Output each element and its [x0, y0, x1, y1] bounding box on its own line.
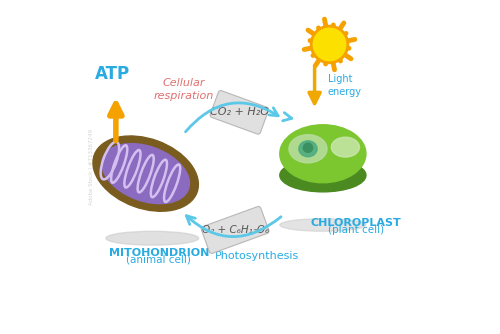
- Ellipse shape: [299, 141, 317, 157]
- Ellipse shape: [289, 135, 327, 163]
- FancyBboxPatch shape: [201, 206, 269, 254]
- Text: Photosynthesis: Photosynthesis: [214, 252, 298, 262]
- Ellipse shape: [332, 137, 359, 157]
- Text: Light
energy: Light energy: [328, 74, 362, 98]
- Text: (animal cell): (animal cell): [126, 255, 192, 265]
- Ellipse shape: [93, 136, 198, 211]
- Text: Cellular
respiration: Cellular respiration: [154, 78, 214, 101]
- Text: MITOHONDRION: MITOHONDRION: [108, 248, 209, 258]
- Text: (plant cell): (plant cell): [328, 225, 384, 235]
- Ellipse shape: [314, 28, 346, 61]
- Text: O₂ + C₆H₁₂O₆: O₂ + C₆H₁₂O₆: [202, 225, 268, 235]
- Ellipse shape: [280, 125, 366, 183]
- Ellipse shape: [304, 143, 312, 152]
- Ellipse shape: [102, 144, 190, 204]
- Ellipse shape: [280, 159, 366, 192]
- Ellipse shape: [310, 25, 348, 63]
- Text: CHLOROPLAST: CHLOROPLAST: [310, 218, 402, 228]
- FancyBboxPatch shape: [210, 91, 268, 134]
- Ellipse shape: [280, 219, 366, 231]
- Text: ATP: ATP: [95, 64, 130, 82]
- Text: Adobe Stock | #713367249: Adobe Stock | #713367249: [88, 129, 94, 205]
- Ellipse shape: [106, 231, 198, 245]
- Text: CO₂ + H₂O: CO₂ + H₂O: [210, 107, 269, 117]
